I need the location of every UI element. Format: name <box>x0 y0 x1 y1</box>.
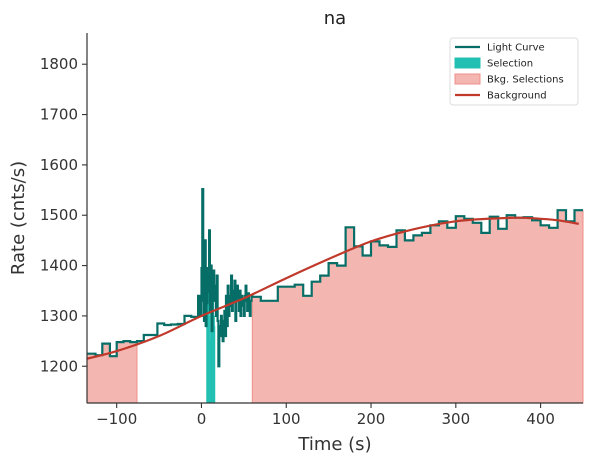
chart-title: na <box>324 8 346 29</box>
bkg-selection-1 <box>86 340 138 404</box>
y-tick-label: 1600 <box>40 156 78 174</box>
legend-box <box>449 37 579 106</box>
plot-area <box>86 188 584 404</box>
x-axis-label: Time (s) <box>297 434 371 455</box>
y-tick-label: 1300 <box>40 307 78 325</box>
legend-label-bkg-selections: Bkg. Selections <box>487 75 564 86</box>
x-tick-label: 0 <box>197 410 207 428</box>
y-tick-label: 1500 <box>40 206 78 224</box>
y-tick-label: 1200 <box>40 357 78 375</box>
x-tick-label: 200 <box>357 410 386 428</box>
legend-swatch-selection <box>454 57 481 69</box>
y-tick-label: 1700 <box>40 106 78 124</box>
x-tick-label: 400 <box>526 410 555 428</box>
legend-label-background: Background <box>487 91 547 102</box>
x-tick-label: 300 <box>442 410 471 428</box>
legend-label-selection: Selection <box>487 59 533 70</box>
y-tick-label: 1800 <box>40 55 78 73</box>
legend-swatch-bkg-selections <box>454 73 481 85</box>
axes: −100 0 100 200 300 400 1200 1300 1400 1500 1600 170… <box>40 33 583 428</box>
y-tick-label: 1400 <box>40 257 78 275</box>
bkg-selection-2 <box>251 209 584 404</box>
x-tick-label: −100 <box>96 410 137 428</box>
background-model-series <box>86 216 579 360</box>
legend: Light Curve Selection Bkg. Selections Backg… <box>449 37 579 106</box>
x-tick-label: 100 <box>272 410 301 428</box>
y-axis-label: Rate (cnts/s) <box>8 161 29 275</box>
legend-label-light-curve: Light Curve <box>487 43 545 54</box>
